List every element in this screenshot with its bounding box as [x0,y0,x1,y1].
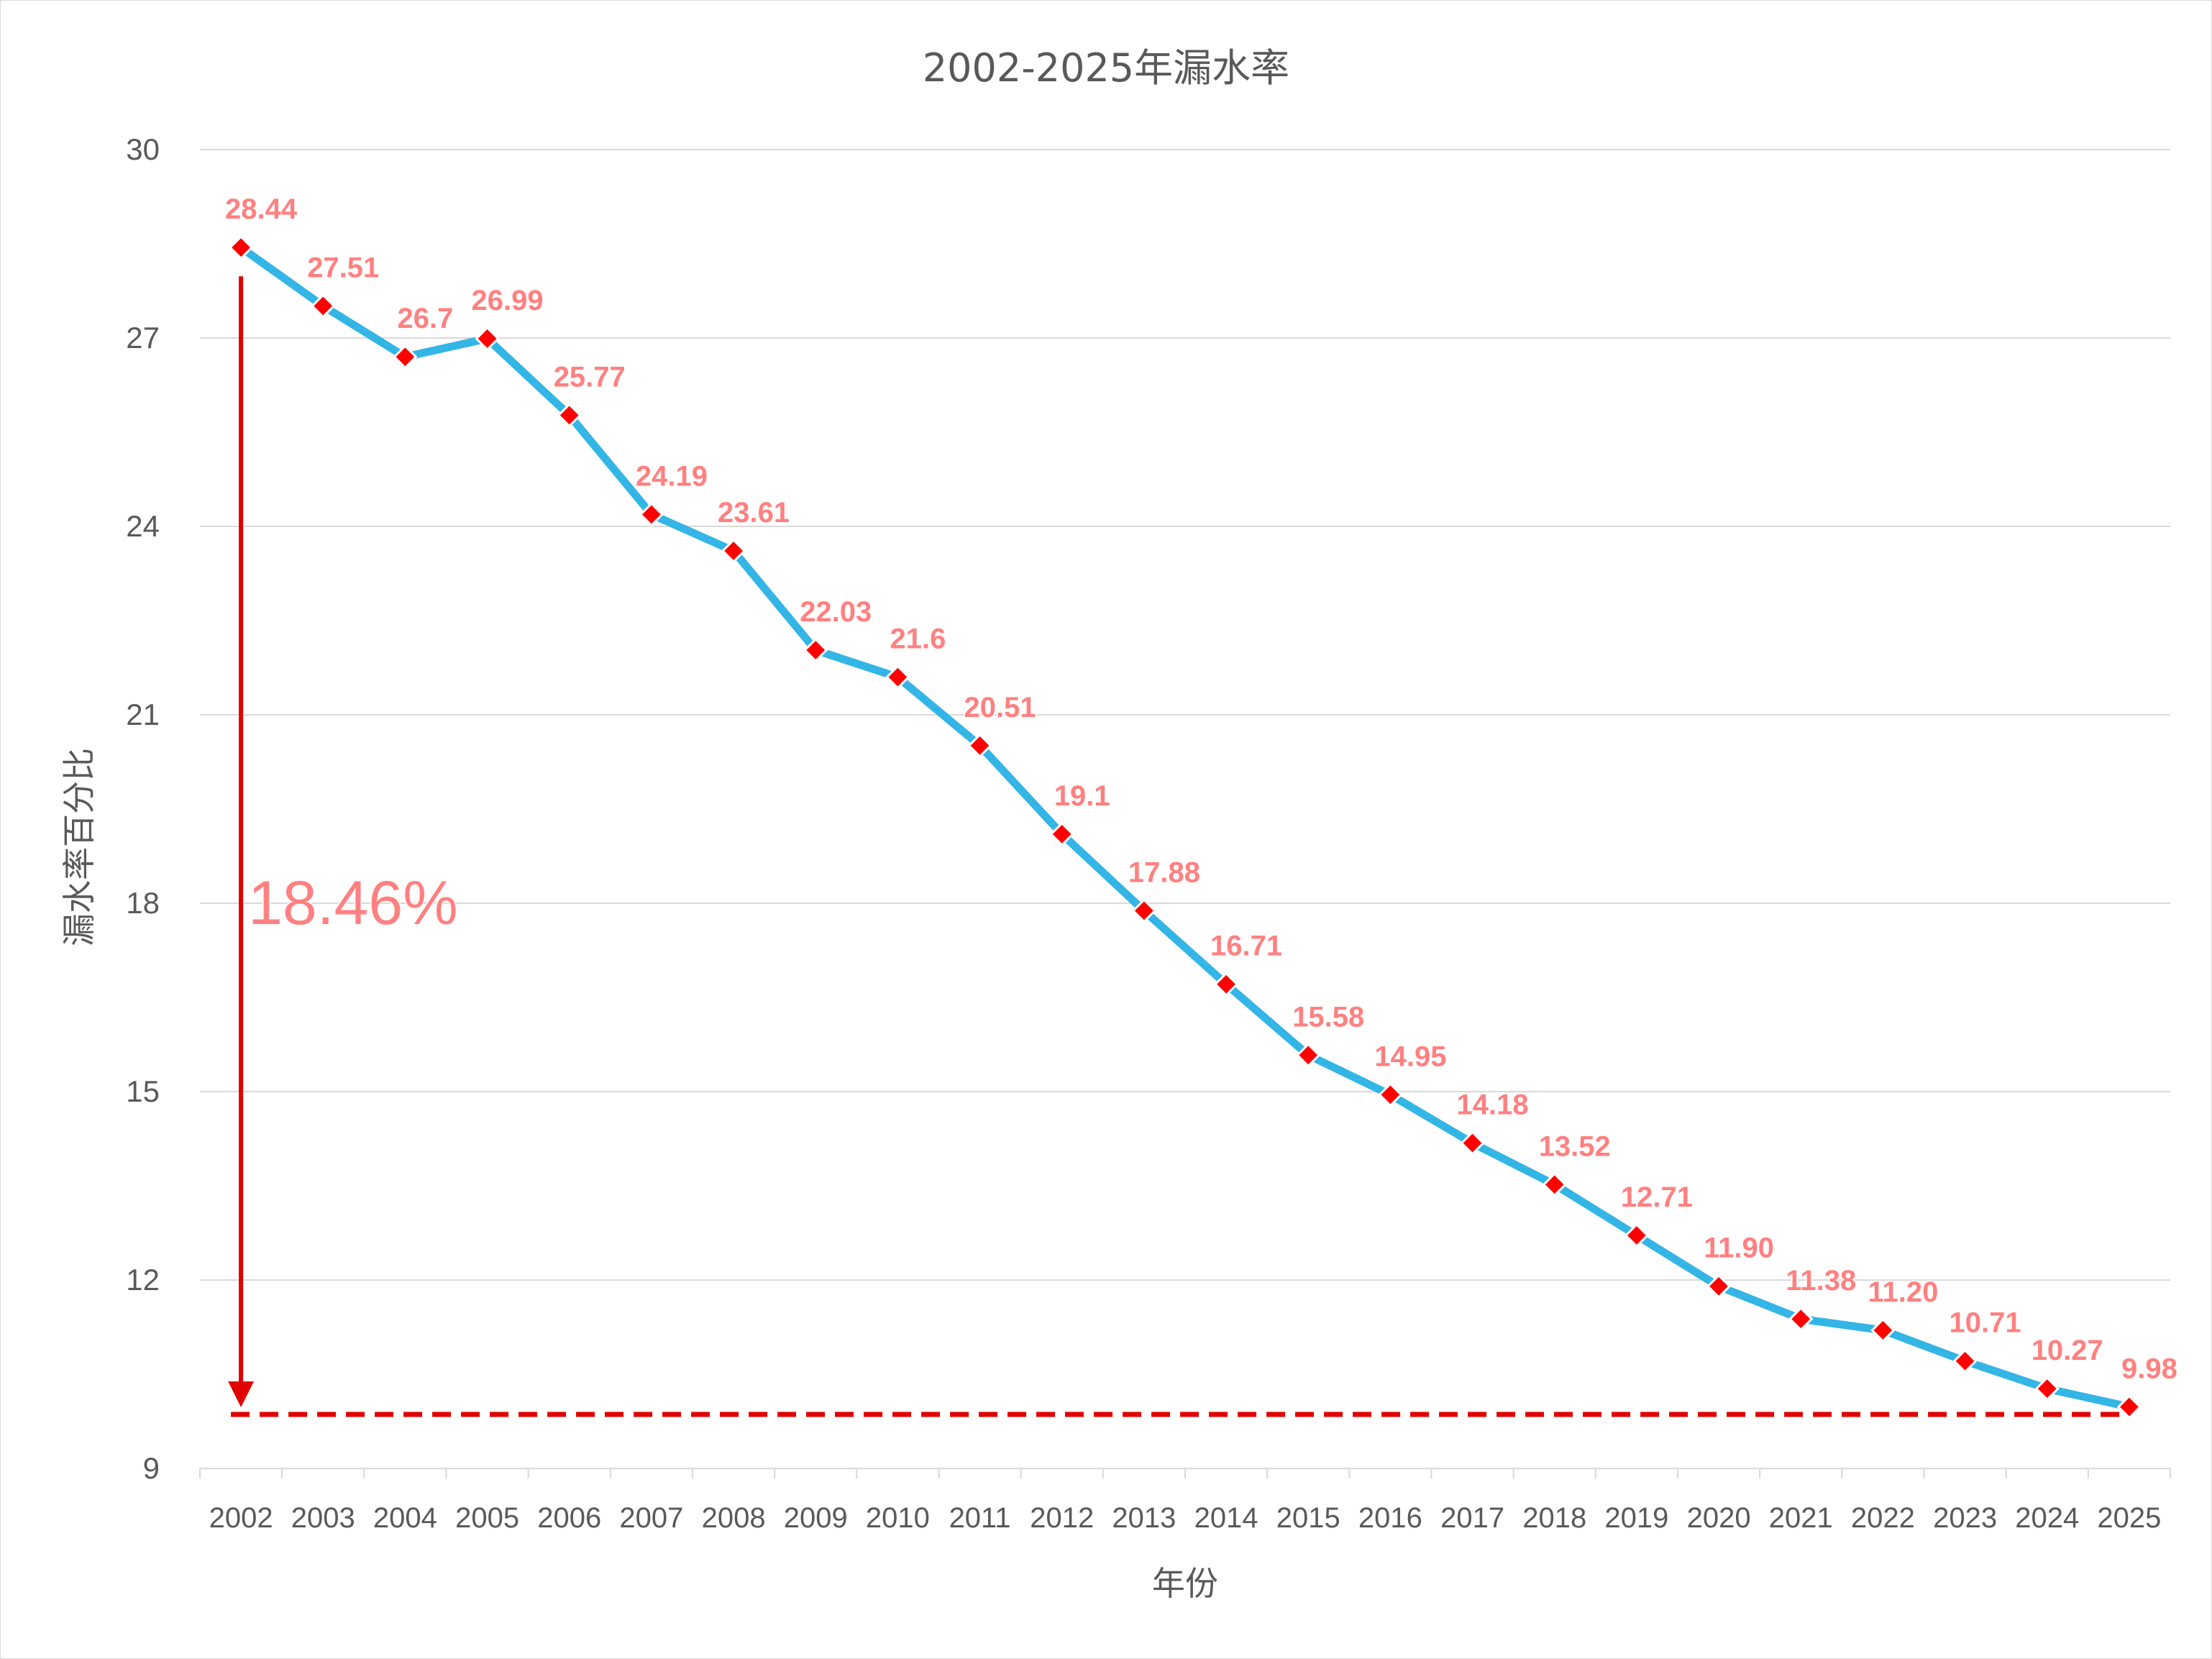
x-tick-label: 2020 [1687,1502,1751,1534]
data-label: 22.03 [800,596,872,628]
x-tick-label: 2005 [455,1502,519,1534]
x-tick-label: 2014 [1194,1502,1258,1534]
x-tick-label: 2019 [1604,1502,1668,1534]
x-tick-label: 2025 [2097,1502,2161,1534]
x-tick-label: 2009 [784,1502,848,1534]
data-point [1378,1082,1403,1107]
data-label: 28.44 [225,193,298,225]
drop-annotation: 18.46% [228,276,2129,1417]
chart-title: 2002-2025年漏水率 [923,45,1289,91]
data-label: 10.27 [2032,1335,2103,1366]
data-label: 17.88 [1128,856,1200,888]
data-label: 11.38 [1786,1265,1856,1297]
data-label: 11.20 [1868,1276,1938,1308]
data-labels: 28.44 27.51 26.7 26.99 25.77 24.19 23.61 22.03 2… [224,193,2179,1386]
data-point [1870,1317,1896,1343]
data-point [1213,972,1239,997]
y-tick-label: 24 [126,509,160,543]
x-tick-label: 2008 [702,1502,766,1534]
data-label: 21.6 [890,623,946,655]
data-label: 13.52 [1539,1130,1611,1162]
data-point [803,637,828,663]
series [228,235,2142,1420]
data-point [2034,1376,2060,1402]
data-label: 11.90 [1704,1233,1774,1264]
x-tick-label: 2015 [1276,1502,1340,1534]
data-point [228,235,254,260]
data-point [1460,1130,1485,1156]
data-point [967,733,992,758]
y-axis-title: 漏水率百分比 [60,748,99,946]
x-axis-title: 年份 [1152,1564,1218,1603]
x-tick-label: 2024 [2015,1502,2079,1534]
x-tick-label: 2013 [1112,1502,1176,1534]
x-tick-label: 2016 [1358,1502,1422,1534]
data-label: 24.19 [636,460,708,492]
data-point [1952,1348,1978,1374]
data-label: 20.51 [964,692,1036,723]
y-axis-ticks: 9 12 15 18 21 24 27 30 [126,132,160,1485]
data-point [1542,1172,1567,1197]
data-label: 16.71 [1210,931,1282,962]
data-label: 9.98 [2121,1353,2177,1384]
data-point [393,344,418,370]
y-tick-label: 12 [126,1263,160,1297]
x-tick-label: 2006 [537,1502,601,1534]
x-tick-label: 2018 [1522,1502,1586,1534]
data-point [311,293,336,319]
data-label: 27.51 [307,252,379,283]
x-tick-label: 2012 [1030,1502,1094,1534]
data-point [1706,1274,1732,1299]
data-label: 14.18 [1457,1089,1529,1121]
drop-percentage-label: 18.46% [248,869,458,938]
x-tick-label: 2023 [1933,1502,1997,1534]
data-label: 19.1 [1054,780,1110,812]
data-label: 25.77 [554,361,626,393]
data-point [1049,821,1074,847]
data-label: 14.95 [1374,1041,1446,1072]
data-point [639,502,664,527]
data-point [1624,1222,1650,1248]
y-tick-label: 21 [126,698,160,731]
data-label: 12.71 [1621,1182,1693,1213]
x-tick-label: 2007 [619,1502,683,1534]
y-tick-label: 18 [126,886,160,920]
x-tick-label: 2010 [866,1502,930,1534]
series-line [237,243,2134,1411]
y-tick-label: 27 [126,321,160,355]
x-tick-label: 2011 [949,1502,1011,1534]
y-tick-label: 30 [126,132,160,166]
x-tick-label: 2021 [1769,1502,1833,1534]
data-point [1296,1043,1321,1068]
data-label: 23.61 [718,497,790,529]
data-label: 10.71 [1950,1307,2021,1339]
data-point [475,326,500,351]
data-point [885,664,910,690]
data-label: 26.7 [397,303,453,334]
x-tick-label: 2022 [1851,1502,1915,1534]
data-point [2116,1394,2142,1420]
y-tick-label: 15 [126,1074,160,1108]
x-tick-label: 2003 [291,1502,355,1534]
data-point [721,538,746,564]
data-label: 26.99 [472,285,544,316]
gridlines [199,149,2171,1479]
x-tick-label: 2002 [209,1502,273,1534]
x-tick-label: 2017 [1440,1502,1504,1534]
y-tick-label: 9 [143,1451,160,1485]
x-tick-label: 2004 [373,1502,437,1534]
data-point [1131,898,1157,923]
data-label: 15.58 [1292,1001,1364,1033]
data-point [557,403,582,428]
x-axis-ticks: 2002 2003 2004 2005 2006 2007 2008 2009 2010 2011… [209,1502,2162,1534]
data-point [1788,1307,1814,1332]
